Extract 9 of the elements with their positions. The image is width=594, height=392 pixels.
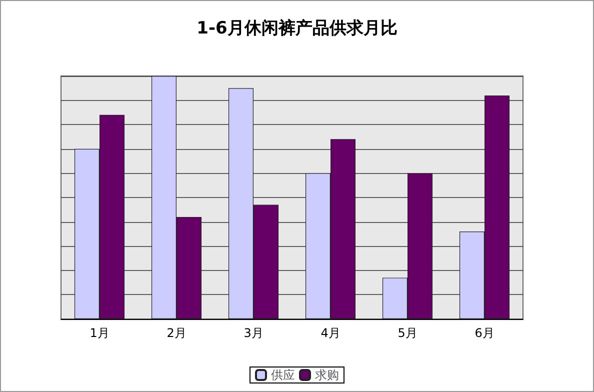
- chart-title: 1-6月休闲裤产品供求月比: [196, 18, 398, 38]
- legend-label: 供应: [271, 368, 295, 382]
- x-tick-label: 3月: [244, 326, 264, 340]
- x-tick-label: 1月: [90, 326, 110, 340]
- x-tick-label: 2月: [166, 326, 186, 340]
- x-tick-label: 4月: [320, 326, 340, 340]
- x-tick-label: 6月: [474, 326, 494, 340]
- x-tick-label: 5月: [398, 326, 418, 340]
- legend-label: 求购: [315, 368, 339, 382]
